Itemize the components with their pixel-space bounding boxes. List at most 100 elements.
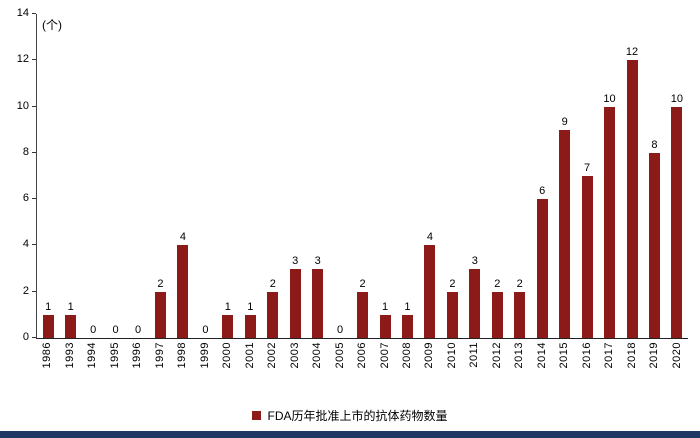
x-tick: 1998 bbox=[171, 339, 193, 381]
bar-column: 10 bbox=[666, 14, 688, 338]
bar bbox=[559, 129, 571, 338]
bar-column: 2 bbox=[262, 14, 284, 338]
bar-column: 6 bbox=[531, 14, 553, 338]
bar-value-label: 1 bbox=[45, 300, 52, 313]
x-tick-label: 2020 bbox=[670, 342, 683, 369]
bar-column: 9 bbox=[553, 14, 575, 338]
x-tick: 2020 bbox=[666, 339, 688, 381]
bar-value-label: 3 bbox=[292, 254, 299, 267]
x-tick-label: 2009 bbox=[423, 342, 436, 369]
bar-column: 2 bbox=[486, 14, 508, 338]
bar-value-label: 2 bbox=[516, 277, 523, 290]
x-tick: 2019 bbox=[643, 339, 665, 381]
y-tick-mark bbox=[32, 290, 36, 292]
bar-value-label: 1 bbox=[404, 300, 411, 313]
x-tick: 1999 bbox=[193, 339, 215, 381]
legend-swatch bbox=[252, 411, 262, 420]
y-tick-mark bbox=[32, 13, 36, 14]
bar-column: 1 bbox=[396, 14, 418, 338]
x-tick: 2010 bbox=[441, 339, 463, 381]
x-tick-label: 1995 bbox=[108, 342, 121, 369]
x-tick-label: 2012 bbox=[490, 342, 503, 369]
x-tick: 2007 bbox=[373, 339, 395, 381]
bar-column: 1 bbox=[374, 14, 396, 338]
x-tick: 2003 bbox=[283, 339, 305, 381]
x-tick: 2012 bbox=[486, 339, 508, 381]
x-tick: 1997 bbox=[148, 339, 170, 381]
bar-value-label: 7 bbox=[584, 162, 591, 174]
bar bbox=[401, 314, 413, 338]
bar-column: 7 bbox=[576, 14, 598, 338]
bar bbox=[581, 176, 593, 338]
bar-column: 1 bbox=[239, 14, 261, 338]
y-axis-unit-label: (个) bbox=[42, 18, 62, 32]
bar-value-label: 0 bbox=[202, 324, 209, 336]
bar-column: 1 bbox=[59, 14, 81, 338]
bar bbox=[626, 60, 638, 338]
y-tick-mark bbox=[32, 105, 36, 107]
y-tick-label: 6 bbox=[22, 192, 29, 205]
bar bbox=[536, 199, 548, 338]
bar-value-label: 1 bbox=[224, 300, 231, 313]
bar-column: 0 bbox=[82, 14, 104, 338]
bar-column: 0 bbox=[104, 14, 126, 338]
bar-column: 0 bbox=[329, 14, 351, 338]
x-tick: 1993 bbox=[58, 339, 80, 381]
x-tick: 2013 bbox=[508, 339, 530, 381]
bar bbox=[222, 314, 234, 338]
x-tick: 2005 bbox=[328, 339, 350, 381]
footer-bar bbox=[0, 431, 700, 438]
y-tick-mark bbox=[32, 59, 36, 61]
bar-column: 10 bbox=[598, 14, 620, 338]
x-tick: 1994 bbox=[81, 339, 103, 381]
x-tick: 2004 bbox=[306, 339, 328, 381]
bar-value-label: 10 bbox=[603, 92, 616, 105]
y-tick-label: 8 bbox=[22, 145, 29, 158]
bar-value-label: 2 bbox=[494, 277, 501, 290]
x-tick-label: 2001 bbox=[243, 342, 256, 369]
bar bbox=[312, 268, 324, 338]
x-tick-label: 2008 bbox=[400, 342, 413, 369]
bar bbox=[65, 314, 77, 338]
x-tick-label: 2005 bbox=[333, 342, 346, 369]
bar-value-label: 3 bbox=[471, 254, 478, 267]
bar bbox=[514, 291, 526, 338]
x-tick-label: 2007 bbox=[378, 342, 391, 369]
x-tick-label: 1997 bbox=[153, 342, 166, 369]
bar-value-label: 0 bbox=[112, 324, 119, 336]
bar-column: 2 bbox=[149, 14, 171, 338]
x-tick-label: 2014 bbox=[535, 342, 548, 369]
x-tick-label: 1986 bbox=[41, 342, 54, 369]
chart-area: 0 2 4 6 8 10 12 14 1 1 0 0 0 2 4 0 1 1 2 3 3 0 2 1 1 4 2 3 2 2 6 9 7 10 1… bbox=[10, 7, 688, 343]
x-tick-label: 2013 bbox=[513, 342, 526, 369]
x-tick: 2014 bbox=[531, 339, 553, 381]
x-tick: 2006 bbox=[351, 339, 373, 381]
x-tick-label: 1994 bbox=[86, 342, 99, 369]
x-tick-label: 2017 bbox=[603, 342, 616, 369]
bar-value-label: 1 bbox=[67, 300, 74, 313]
x-tick: 2011 bbox=[463, 339, 485, 381]
y-tick-label: 10 bbox=[16, 99, 29, 112]
y-tick-label: 0 bbox=[22, 331, 29, 343]
x-tick-label: 2010 bbox=[445, 342, 458, 369]
x-tick: 2009 bbox=[418, 339, 440, 381]
x-tick: 1995 bbox=[103, 339, 125, 381]
x-tick: 2000 bbox=[216, 339, 238, 381]
bar-value-label: 2 bbox=[359, 277, 366, 290]
x-tick-label: 2011 bbox=[468, 342, 481, 368]
x-tick-label: 2002 bbox=[266, 342, 279, 369]
x-tick-label: 1999 bbox=[198, 342, 211, 369]
bar-column: 2 bbox=[509, 14, 531, 338]
x-tick: 2016 bbox=[576, 339, 598, 381]
bar-value-label: 9 bbox=[561, 115, 568, 128]
y-tick-label: 14 bbox=[16, 7, 29, 19]
x-tick: 2008 bbox=[396, 339, 418, 381]
bar-value-label: 4 bbox=[426, 231, 433, 244]
bar-value-label: 0 bbox=[90, 324, 97, 336]
bar bbox=[289, 268, 301, 338]
bar-column: 12 bbox=[621, 14, 643, 338]
bar-value-label: 3 bbox=[314, 254, 321, 267]
bar bbox=[177, 245, 189, 338]
bar-column: 3 bbox=[464, 14, 486, 338]
